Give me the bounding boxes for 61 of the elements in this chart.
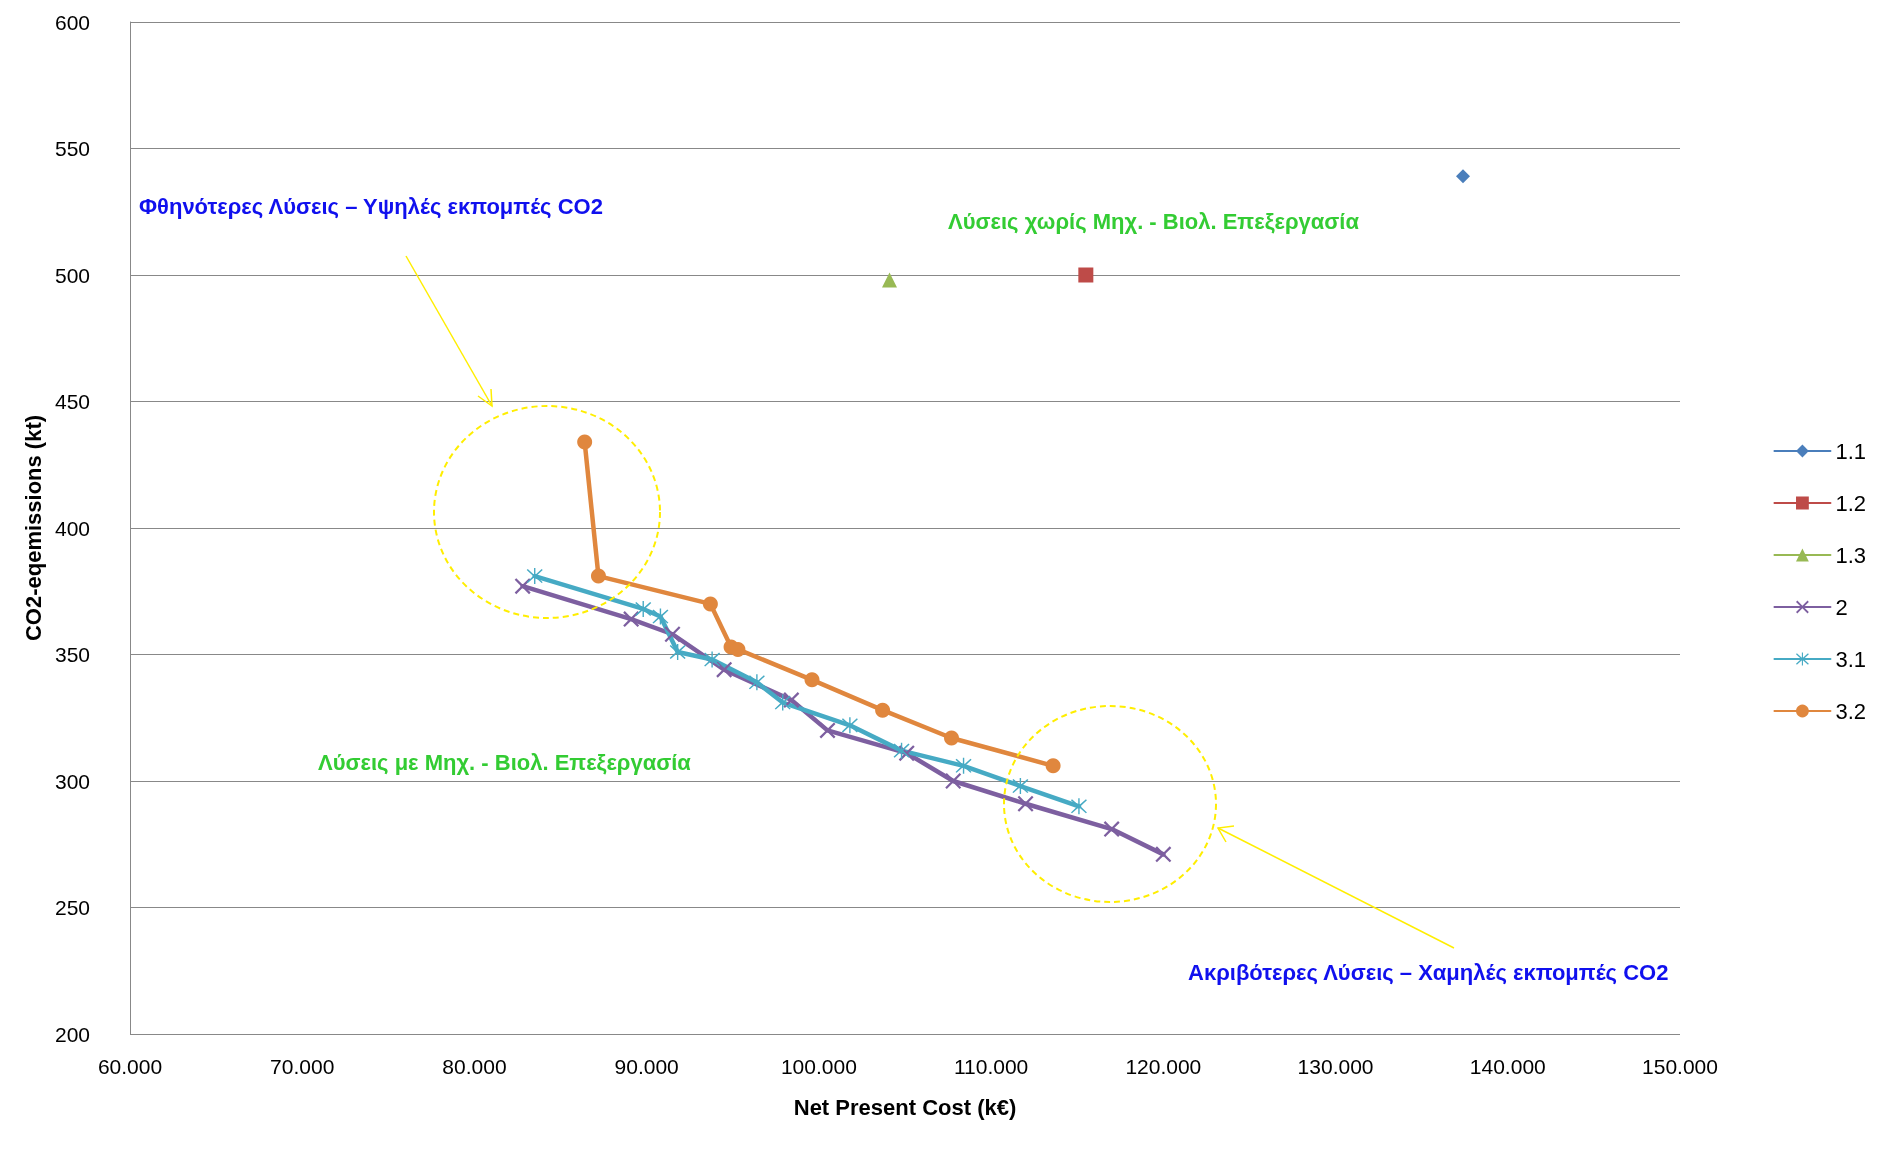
y-tick-label: 500 xyxy=(54,263,90,287)
point xyxy=(1045,758,1061,774)
point xyxy=(955,757,972,774)
point xyxy=(514,578,531,595)
point xyxy=(748,674,765,691)
x-tick-label: 150.000 xyxy=(1642,1055,1718,1078)
point xyxy=(1070,798,1087,815)
point xyxy=(1012,778,1029,795)
point xyxy=(841,717,858,734)
point xyxy=(577,434,593,450)
annotation: Λύσεις χωρίς Μηχ. - Βιολ. Επεξεργασία xyxy=(948,208,1360,234)
annotation: Λύσεις με Μηχ. - Βιολ. Επεξεργασία xyxy=(318,749,692,775)
legend-label: 1.3 xyxy=(1835,542,1867,568)
y-tick-label: 200 xyxy=(54,1022,90,1046)
point xyxy=(702,596,718,612)
point xyxy=(669,643,686,660)
point xyxy=(819,722,836,739)
point xyxy=(945,773,962,789)
y-axis-title: CO2-eqemissions (kt) xyxy=(20,414,46,642)
x-axis-title: Net Present Cost (k€) xyxy=(793,1094,1017,1120)
point xyxy=(944,730,959,746)
point xyxy=(875,702,891,718)
y-tick-label: 450 xyxy=(54,390,90,413)
y-tick-label: 600 xyxy=(54,10,90,34)
x-tick-label: 140.000 xyxy=(1469,1055,1546,1078)
point xyxy=(1456,169,1470,184)
y-tick-label: 250 xyxy=(54,896,90,919)
x-tick-label: 100.000 xyxy=(780,1055,857,1078)
point xyxy=(774,694,791,711)
x-tick-label: 70.000 xyxy=(270,1055,335,1078)
point xyxy=(1078,267,1094,283)
point xyxy=(1155,846,1172,863)
point xyxy=(804,672,820,688)
point xyxy=(664,626,681,643)
point xyxy=(704,651,721,668)
y-tick-label: 400 xyxy=(54,516,90,540)
x-tick-label: 60.000 xyxy=(97,1055,163,1078)
legend-label: 1.1 xyxy=(1835,438,1867,464)
point xyxy=(623,611,640,628)
x-tick-label: 130.000 xyxy=(1297,1055,1374,1078)
y-tick-label: 300 xyxy=(54,769,90,793)
annotation: Φθηνότερες Λύσεις – Υψηλές εκπομπές CO2 xyxy=(139,193,603,219)
y-tick-label: 550 xyxy=(54,137,90,160)
point xyxy=(1103,821,1120,838)
legend-label: 3.1 xyxy=(1835,646,1867,672)
point xyxy=(590,568,606,584)
x-tick-label: 120.000 xyxy=(1125,1055,1202,1078)
point xyxy=(1017,795,1034,812)
legend-label: 2 xyxy=(1835,594,1848,620)
x-tick-label: 90.000 xyxy=(614,1055,679,1078)
legend-label: 1.2 xyxy=(1835,490,1867,516)
point xyxy=(526,568,543,585)
annotation: Ακριβότερες Λύσεις – Χαμηλές εκπομπές CO2 xyxy=(1188,959,1669,985)
x-tick-label: 110.000 xyxy=(953,1055,1029,1078)
point xyxy=(635,600,652,617)
x-tick-label: 80.000 xyxy=(442,1055,507,1078)
point xyxy=(730,641,746,657)
point xyxy=(882,272,897,288)
point xyxy=(716,661,733,678)
legend-label: 3.2 xyxy=(1835,698,1867,724)
y-tick-label: 350 xyxy=(54,643,90,666)
